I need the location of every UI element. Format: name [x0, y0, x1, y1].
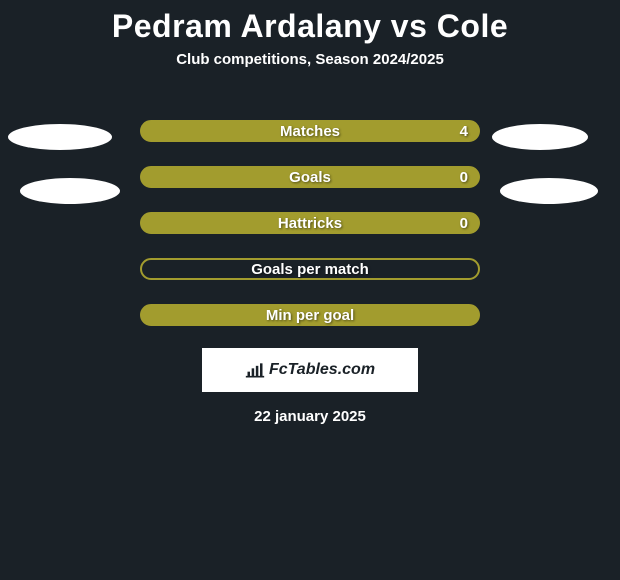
decor-ellipse-right-2	[500, 178, 598, 204]
chart-bar-icon	[245, 362, 265, 378]
watermark: FcTables.com	[202, 348, 418, 392]
stat-value: 4	[460, 123, 468, 140]
decor-ellipse-left-2	[20, 178, 120, 204]
stat-row: Goals per match	[140, 258, 480, 280]
stat-label: Matches	[280, 123, 340, 140]
stat-row: Matches 4	[140, 120, 480, 142]
stats-list: Matches 4 Goals 0 Hattricks 0 Goals per …	[140, 120, 480, 326]
comparison-card: Pedram Ardalany vs Cole Club competition…	[0, 0, 620, 580]
stat-label: Goals	[289, 169, 331, 186]
stat-label: Hattricks	[278, 215, 342, 232]
stat-label: Goals per match	[251, 261, 369, 278]
watermark-text: FcTables.com	[269, 361, 375, 379]
stat-row: Min per goal	[140, 304, 480, 326]
decor-ellipse-left-1	[8, 124, 112, 150]
decor-ellipse-right-1	[492, 124, 588, 150]
page-title: Pedram Ardalany vs Cole	[0, 8, 620, 45]
date-label: 22 january 2025	[0, 408, 620, 425]
subtitle: Club competitions, Season 2024/2025	[0, 51, 620, 68]
stat-row: Hattricks 0	[140, 212, 480, 234]
stat-value: 0	[460, 169, 468, 186]
stat-row: Goals 0	[140, 166, 480, 188]
stat-value: 0	[460, 215, 468, 232]
stat-label: Min per goal	[266, 307, 354, 324]
